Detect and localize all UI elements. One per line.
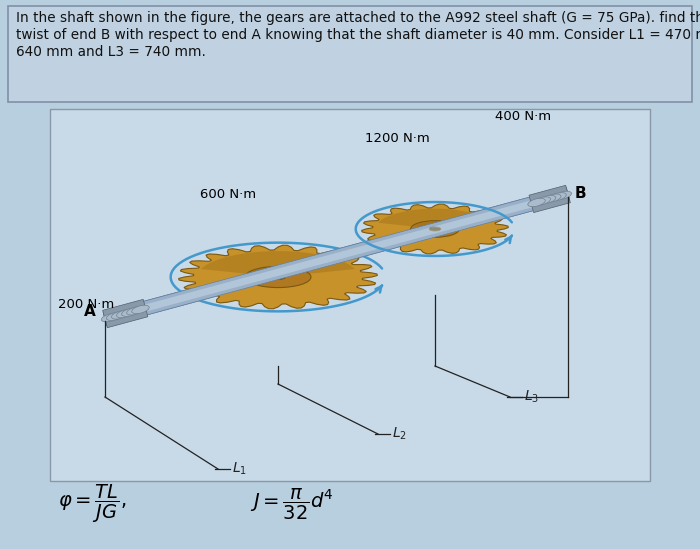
Ellipse shape	[538, 195, 556, 204]
Polygon shape	[103, 299, 148, 328]
Ellipse shape	[127, 306, 144, 315]
Polygon shape	[362, 204, 508, 254]
Polygon shape	[414, 221, 455, 229]
Ellipse shape	[554, 191, 571, 200]
FancyBboxPatch shape	[8, 6, 692, 102]
Ellipse shape	[116, 309, 134, 318]
Polygon shape	[378, 209, 492, 229]
Polygon shape	[201, 251, 355, 277]
Polygon shape	[529, 186, 570, 212]
Ellipse shape	[429, 227, 441, 231]
Text: 1200 N·m: 1200 N·m	[365, 132, 430, 145]
Text: $L_2$: $L_2$	[392, 426, 407, 442]
Polygon shape	[251, 267, 305, 277]
Text: twist of end B with respect to end A knowing that the shaft diameter is 40 mm. C: twist of end B with respect to end A kno…	[16, 28, 700, 42]
Ellipse shape	[245, 266, 311, 288]
Text: 600 N·m: 600 N·m	[200, 188, 256, 200]
Polygon shape	[104, 191, 569, 322]
Ellipse shape	[132, 305, 149, 313]
Polygon shape	[104, 191, 569, 322]
Text: 400 N·m: 400 N·m	[495, 110, 551, 124]
Ellipse shape	[270, 274, 286, 279]
Text: 640 mm and L3 = 740 mm.: 640 mm and L3 = 740 mm.	[16, 45, 206, 59]
Text: 200 N·m: 200 N·m	[58, 298, 114, 311]
Polygon shape	[103, 187, 570, 326]
Ellipse shape	[549, 193, 566, 201]
Ellipse shape	[122, 308, 139, 316]
Text: B: B	[575, 187, 587, 201]
Text: $J = \dfrac{\pi}{32}d^4$: $J = \dfrac{\pi}{32}d^4$	[250, 486, 334, 522]
Ellipse shape	[411, 221, 459, 237]
FancyBboxPatch shape	[50, 109, 650, 481]
Ellipse shape	[543, 194, 561, 203]
Text: $L_3$: $L_3$	[524, 389, 539, 405]
Ellipse shape	[528, 198, 545, 206]
Ellipse shape	[533, 197, 550, 205]
Ellipse shape	[111, 311, 129, 319]
Ellipse shape	[102, 313, 119, 322]
Text: $L_1$: $L_1$	[232, 461, 247, 477]
Text: In the shaft shown in the figure, the gears are attached to the A992 steel shaft: In the shaft shown in the figure, the ge…	[16, 11, 700, 25]
Polygon shape	[178, 245, 377, 309]
Text: $\varphi = \dfrac{TL}{JG},$: $\varphi = \dfrac{TL}{JG},$	[58, 483, 126, 525]
Polygon shape	[103, 187, 570, 326]
Ellipse shape	[106, 312, 124, 321]
Text: A: A	[84, 304, 96, 318]
